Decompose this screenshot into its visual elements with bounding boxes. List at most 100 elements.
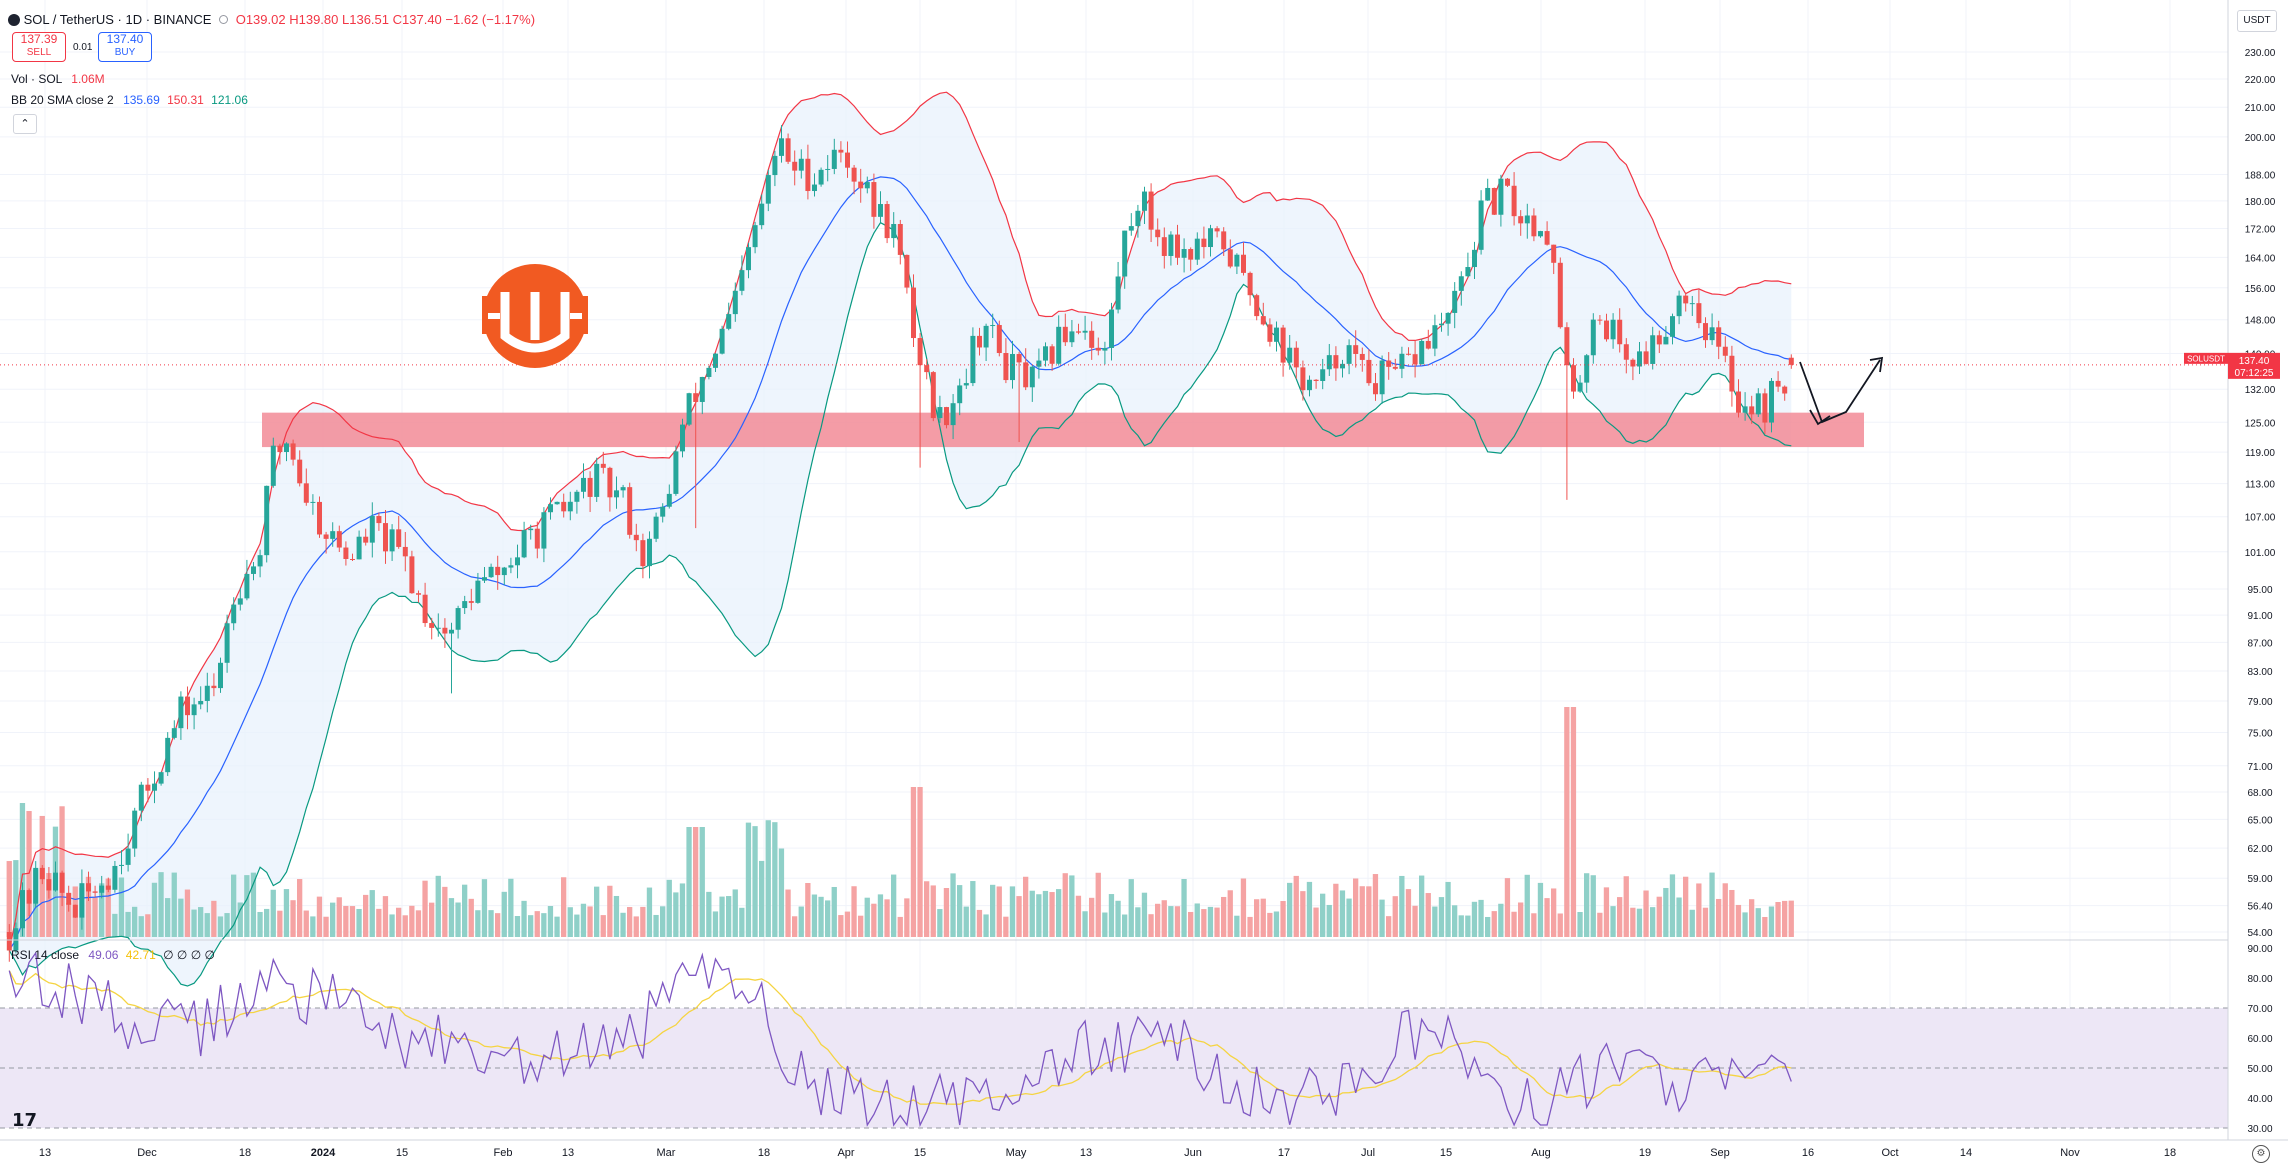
- candle-body: [990, 325, 996, 327]
- candle: [587, 471, 593, 513]
- price-axis-tick: 79.00: [2247, 697, 2272, 708]
- price-axis-bg: [2228, 0, 2288, 1140]
- candle-body: [1670, 316, 1675, 337]
- volume-bar: [1042, 890, 1049, 937]
- symbol-title[interactable]: SOL / TetherUS · 1D · BINANCE: [23, 12, 212, 27]
- candle-body: [1142, 191, 1147, 211]
- candle-body: [1557, 262, 1563, 328]
- volume-legend[interactable]: Vol · SOL 1.06M: [11, 72, 105, 86]
- candle: [1491, 187, 1497, 216]
- candle: [330, 522, 336, 547]
- candle-body: [1485, 187, 1491, 201]
- time-axis-label: 14: [1960, 1147, 1972, 1159]
- volume-bar: [897, 916, 903, 937]
- volume-bar: [224, 913, 230, 937]
- candle: [1313, 379, 1319, 389]
- rsi-ma-line: [8, 970, 1792, 1105]
- candle: [1023, 348, 1029, 391]
- volume-bar: [844, 911, 851, 937]
- volume-bar: [1590, 875, 1596, 937]
- volume-bar: [1610, 906, 1616, 937]
- volume-bar: [1221, 896, 1227, 937]
- candle: [917, 333, 923, 468]
- volume-bar: [1168, 906, 1174, 937]
- candle: [1148, 183, 1154, 242]
- candle: [1643, 341, 1649, 365]
- candle: [983, 323, 989, 361]
- candle: [957, 378, 963, 416]
- candle: [1630, 358, 1636, 381]
- volume-bar: [963, 906, 969, 937]
- bollinger-legend[interactable]: BB 20 SMA close 2 135.69 150.31 121.06: [11, 93, 248, 107]
- candle-body: [455, 608, 461, 630]
- candle-body: [1584, 355, 1590, 383]
- sell-button[interactable]: 137.39 SELL: [12, 32, 66, 62]
- candle: [1287, 335, 1293, 370]
- candle: [1755, 388, 1761, 417]
- rsi-legend[interactable]: RSI 14 close 49.06 42.71 ∅ ∅ ∅ ∅: [11, 948, 215, 962]
- volume-bar: [1425, 893, 1431, 937]
- settings-gear-icon[interactable]: ⚙: [2252, 1145, 2270, 1163]
- candle: [99, 875, 105, 899]
- volume-bar: [1392, 896, 1398, 937]
- volume-bar: [1254, 899, 1260, 937]
- candle: [1465, 252, 1471, 278]
- candle: [105, 877, 111, 893]
- candle-body: [1432, 325, 1438, 349]
- candle-body: [897, 224, 903, 255]
- volume-bar: [686, 827, 692, 937]
- candle-body: [1227, 249, 1233, 267]
- candle-body: [1300, 367, 1306, 391]
- currency-selector[interactable]: USDT: [2237, 10, 2277, 32]
- candle-body: [429, 623, 435, 628]
- volume-bar: [957, 885, 963, 937]
- price-axis-tick: 172.00: [2245, 224, 2276, 235]
- candle: [1458, 271, 1464, 306]
- candle-body: [1544, 231, 1550, 245]
- volume-bar: [1280, 901, 1286, 937]
- candle-body: [488, 566, 494, 578]
- volume-bar: [745, 822, 752, 937]
- candle-body: [1254, 295, 1260, 317]
- candle-body: [970, 335, 976, 384]
- candle: [1703, 317, 1708, 348]
- volume-bar: [1498, 903, 1504, 937]
- candle-body: [1590, 319, 1596, 356]
- volume-bar: [752, 826, 758, 937]
- volume-value: 1.06M: [71, 72, 105, 86]
- candle: [112, 860, 118, 893]
- candle: [594, 457, 600, 502]
- candle-body: [917, 338, 923, 366]
- volume-bar: [85, 876, 92, 937]
- time-axis-label: 15: [914, 1147, 926, 1159]
- candle-body: [1458, 276, 1464, 291]
- candle: [1307, 375, 1312, 397]
- bb-lower: 121.06: [211, 93, 248, 107]
- candle-body: [1782, 386, 1788, 394]
- candle: [1161, 227, 1167, 269]
- collapse-legend-button[interactable]: ⌃: [13, 114, 37, 134]
- candle: [858, 168, 864, 203]
- candle: [26, 888, 32, 917]
- candle: [1531, 208, 1537, 242]
- volume-bar: [270, 889, 276, 937]
- tradingview-logo-icon[interactable]: 17: [12, 1110, 38, 1131]
- volume-bar: [151, 882, 158, 937]
- buy-button[interactable]: 137.40 BUY: [98, 32, 152, 62]
- candle-body: [369, 516, 375, 543]
- price-axis-tick: 91.00: [2247, 611, 2272, 622]
- candle-body: [864, 182, 870, 189]
- candle: [336, 525, 342, 552]
- candle: [1663, 326, 1669, 345]
- candle-body: [1729, 355, 1735, 392]
- candle-body: [409, 556, 415, 594]
- candle-body: [1181, 249, 1187, 258]
- candle: [72, 904, 78, 918]
- price-axis-tick: 71.00: [2247, 762, 2272, 773]
- volume-bar: [6, 861, 12, 937]
- rsi-value: 49.06: [88, 948, 119, 962]
- candle: [1379, 355, 1385, 404]
- candle-body: [1676, 295, 1682, 317]
- candle-body: [6, 932, 12, 951]
